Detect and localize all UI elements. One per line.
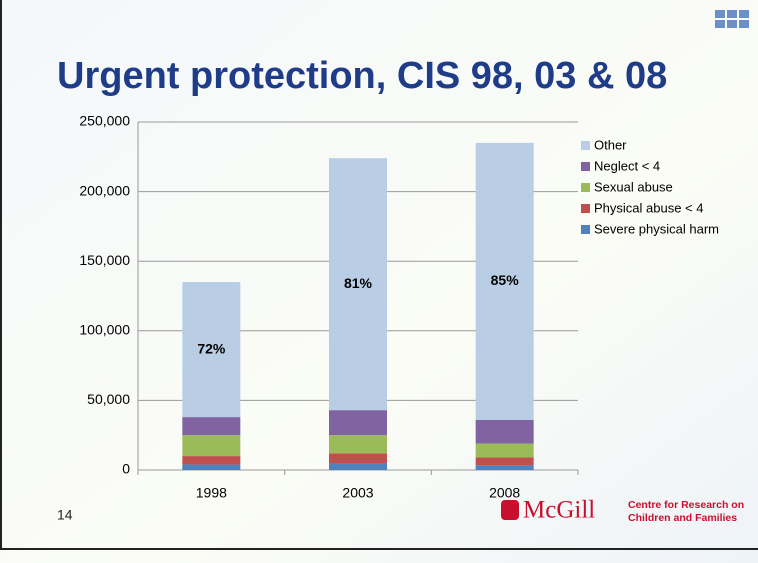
logo: McGill Centre for Research on Children a… [501, 497, 744, 524]
bar-segment [475, 142, 534, 420]
legend-swatch [581, 225, 590, 234]
legend-swatch [581, 141, 590, 150]
legend-label: Physical abuse < 4 [594, 200, 703, 215]
logo-line: Children and Families [628, 512, 737, 524]
bar-segment [182, 417, 241, 436]
bar-segment [182, 464, 241, 470]
bar-segment [329, 463, 387, 470]
legend-swatch [581, 162, 590, 171]
bar-segment [329, 410, 387, 436]
bar-segment [329, 453, 387, 464]
slide-number: 14 [57, 507, 73, 523]
x-tick-label: 2003 [342, 485, 373, 501]
bar-segment [329, 158, 387, 411]
legend-label: Neglect < 4 [594, 158, 660, 173]
logo-crest [501, 500, 519, 520]
bar-segment [182, 282, 241, 418]
x-tick-label: 1998 [196, 485, 227, 501]
bar-segment [475, 465, 534, 470]
y-tick-label: 250,000 [79, 113, 130, 129]
legend-swatch [581, 183, 590, 192]
x-tick-label: 2008 [489, 485, 520, 501]
logo-name: McGill [523, 497, 595, 524]
bar-segment [475, 443, 534, 458]
corner-icon [715, 10, 749, 28]
y-tick-label: 200,000 [79, 182, 130, 198]
bar-segment [182, 456, 241, 465]
annotation: 72% [197, 340, 226, 356]
legend-swatch [581, 204, 590, 213]
bar-segment [475, 419, 534, 444]
legend-label: Sexual abuse [594, 179, 673, 194]
bar-segment [182, 435, 241, 457]
y-tick-label: 0 [122, 461, 130, 477]
legend-label: Other [594, 137, 627, 152]
annotation: 81% [344, 275, 373, 291]
y-tick-label: 150,000 [79, 252, 130, 268]
logo-line: Centre for Research on [628, 499, 744, 511]
bar-segment [475, 457, 534, 466]
y-tick-label: 100,000 [79, 322, 130, 338]
legend-label: Severe physical harm [594, 221, 719, 236]
chart-title: Urgent protection, CIS 98, 03 & 08 [57, 55, 667, 97]
annotation: 85% [491, 272, 520, 288]
y-tick-label: 50,000 [87, 391, 130, 407]
bar-segment [329, 435, 387, 454]
